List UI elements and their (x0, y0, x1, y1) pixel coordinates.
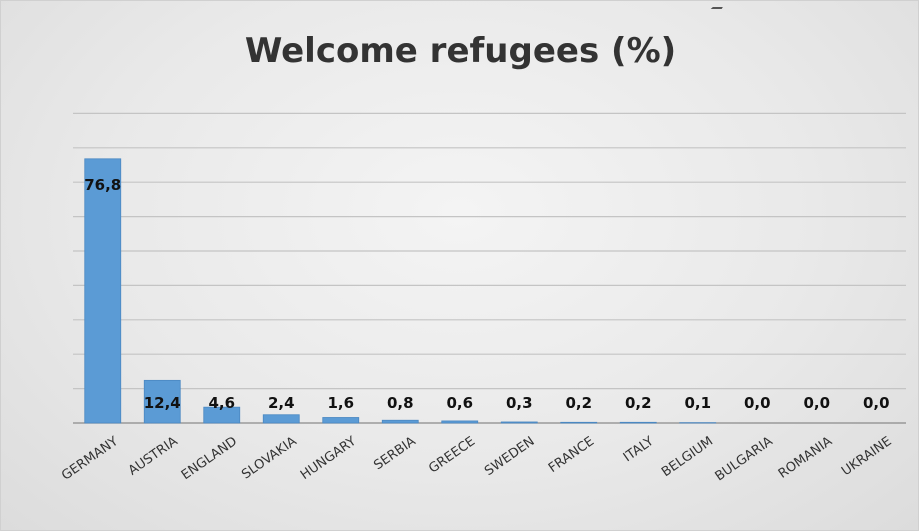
bars (85, 159, 716, 423)
x-tick-label-greece: GREECE (426, 434, 478, 477)
bar-greece (442, 421, 478, 423)
data-label-germany: 76,8 (84, 176, 121, 194)
x-tick-label-romania: ROMANIA (776, 434, 835, 482)
x-tick-label-slovakia: SLOVAKIA (239, 434, 299, 483)
data-label-belgium: 0,1 (684, 394, 711, 412)
x-tick-label-ukraine: UKRAINE (839, 434, 894, 479)
x-tick-label-sweden: SWEDEN (482, 434, 538, 479)
data-labels: 76,8 12,4 4,6 2,4 1,6 0,8 0,6 0,3 0,2 0,2 0,1 0,0 0,… (84, 176, 889, 412)
x-tick-label-serbia: SERBIA (371, 434, 418, 473)
data-label-hungary: 1,6 (327, 394, 354, 412)
data-label-france: 0,2 (565, 394, 592, 412)
data-label-romania: 0,0 (803, 394, 830, 412)
data-label-serbia: 0,8 (387, 394, 414, 412)
bar-slovakia (263, 415, 299, 423)
x-tick-label-hungary: HUNGARY (298, 434, 359, 483)
bar-france (561, 422, 597, 423)
bar-hungary (323, 417, 359, 423)
x-tick-label-austria: AUSTRIA (126, 434, 181, 479)
data-label-ukraine: 0,0 (863, 394, 890, 412)
x-tick-label-belgium: BELGIUM (659, 434, 716, 480)
bar-serbia (382, 420, 418, 423)
x-tick-label-italy: ITALY (621, 434, 657, 465)
bar-italy (620, 422, 656, 423)
data-label-england: 4,6 (208, 394, 235, 412)
data-label-slovakia: 2,4 (268, 394, 295, 412)
x-tick-label-france: FRANCE (546, 434, 597, 476)
data-label-italy: 0,2 (625, 394, 652, 412)
data-label-greece: 0,6 (446, 394, 473, 412)
x-tick-label-bulgaria: BULGARIA (713, 434, 776, 484)
x-tick-label-england: ENGLAND (179, 434, 240, 483)
data-label-sweden: 0,3 (506, 394, 533, 412)
data-label-austria: 12,4 (144, 394, 181, 412)
gridlines (73, 113, 906, 423)
bar-germany (85, 159, 121, 423)
data-label-bulgaria: 0,0 (744, 394, 771, 412)
x-tick-label-germany: GERMANY (59, 434, 121, 484)
bar-sweden (501, 422, 537, 423)
